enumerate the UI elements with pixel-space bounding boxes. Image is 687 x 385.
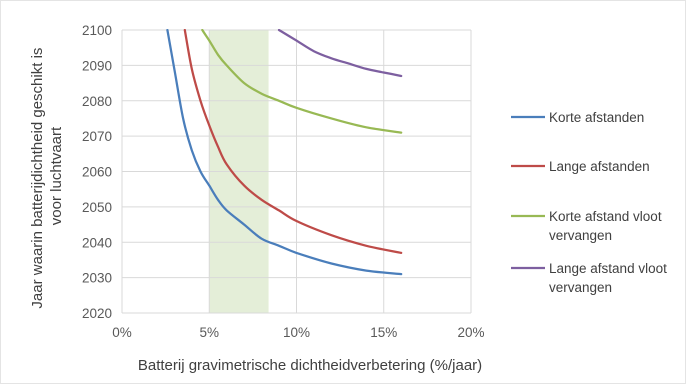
y-tick-label: 2080 [82, 94, 112, 109]
series-line-4 [277, 29, 403, 78]
legend-label: Korte afstanden [549, 110, 644, 125]
series-layer [166, 29, 403, 276]
legend: Korte afstanden Lange afstanden Korte afst… [511, 110, 667, 295]
legend-label: vervangen [549, 228, 612, 243]
y-tick-label: 2100 [82, 23, 112, 38]
x-tick-label: 20% [457, 325, 484, 340]
y-tick-label: 2050 [82, 200, 112, 215]
tick-labels: 2020 2030 2040 2050 2060 2070 2080 2090 2100 0% 5%… [82, 23, 485, 340]
y-tick-label: 2030 [82, 271, 112, 286]
x-axis-title: Batterij gravimetrische dichtheidverbete… [138, 357, 482, 374]
series-line-2 [183, 29, 403, 255]
x-tick-label: 0% [112, 325, 132, 340]
x-tick-label: 5% [199, 325, 219, 340]
legend-label: Lange afstanden [549, 159, 650, 174]
series-line-1 [166, 29, 403, 276]
y-axis-title: Jaar waarin batterijdichtheid geschikt i… [29, 43, 65, 308]
y-axis-title-line-1: Jaar waarin batterijdichtheid geschikt i… [29, 48, 46, 309]
y-tick-label: 2070 [82, 129, 112, 144]
y-tick-label: 2060 [82, 165, 112, 180]
y-tick-label: 2040 [82, 235, 112, 250]
legend-label: Lange afstand vloot [549, 261, 667, 276]
x-tick-label: 10% [283, 325, 310, 340]
legend-label: vervangen [549, 280, 612, 295]
legend-label: Korte afstand vloot [549, 209, 662, 224]
y-tick-label: 2090 [82, 58, 112, 73]
series-line-3 [201, 29, 403, 134]
y-tick-label: 2020 [82, 306, 112, 321]
x-tick-label: 15% [370, 325, 397, 340]
y-axis-title-line-2: voor luchtvaart [48, 126, 65, 225]
